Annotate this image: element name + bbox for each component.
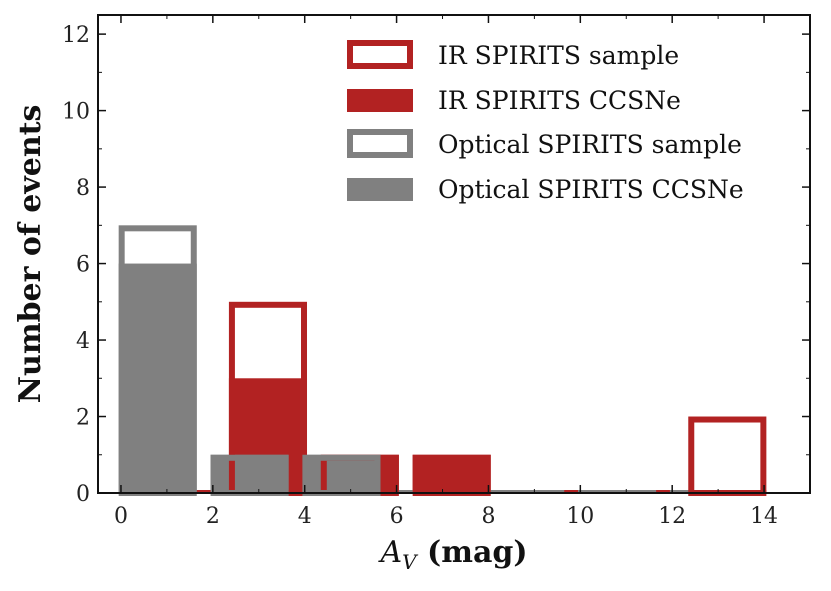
y-tick-label-0: 0	[76, 482, 90, 507]
legend-swatch-optical-sample	[347, 129, 413, 158]
x-tick-label-0: 0	[114, 504, 128, 529]
bar-optical-spirits-ccsne-4	[486, 490, 565, 493]
x-axis-label-unit: (mag)	[417, 535, 528, 570]
x-tick-label-8: 8	[481, 504, 495, 529]
legend-swatch-ir-ccsne	[347, 89, 413, 112]
y-tick-label-10: 10	[62, 100, 90, 125]
x-tick-label-4: 4	[298, 504, 312, 529]
bar-optical-spirits-ccsne-0	[118, 263, 197, 493]
y-tick-label-4: 4	[76, 329, 90, 354]
bar-optical-spirits-ccsne-5	[578, 490, 657, 493]
x-axis-label-subscript: V	[402, 550, 419, 574]
x-tick-label-2: 2	[206, 504, 220, 529]
x-tick-label-6: 6	[390, 504, 404, 529]
legend-swatch-ir-sample	[347, 40, 413, 69]
bar-ir-spirits-ccsne-3	[412, 454, 491, 493]
bar-optical-spirits-ccsne-1	[210, 454, 289, 493]
x-tick-label-12: 12	[658, 504, 686, 529]
x-tick-label-10: 10	[566, 504, 594, 529]
legend-label-ir-ccsne: IR SPIRITS CCSNe	[438, 86, 681, 115]
legend-label-ir-sample: IR SPIRITS sample	[438, 41, 679, 70]
bar-optical-spirits-ccsne-2	[302, 454, 381, 493]
x-axis-label-variable: A	[377, 535, 402, 570]
ticks-layer: 0 2 4 6 8 10 12 14 0 2 4 6 8 10 12	[62, 15, 810, 529]
legend-label-optical-ccsne: Optical SPIRITS CCSNe	[438, 175, 744, 204]
legend-swatch-optical-ccsne	[347, 178, 413, 201]
y-axis-label: Number of events	[13, 105, 48, 404]
y-tick-label-6: 6	[76, 253, 90, 278]
x-axis-label: AV (mag)	[377, 535, 527, 574]
legend: IR SPIRITS sample IR SPIRITS CCSNe Optic…	[347, 40, 744, 204]
x-tick-label-14: 14	[750, 504, 778, 529]
y-tick-label-12: 12	[62, 23, 90, 48]
bar-ir-spirits-sample-6	[688, 416, 767, 496]
y-tick-label-8: 8	[76, 176, 90, 201]
plot-frame	[97, 14, 811, 494]
y-tick-label-2: 2	[76, 406, 90, 431]
bars-layer	[118, 225, 767, 497]
legend-label-optical-sample: Optical SPIRITS sample	[438, 130, 742, 159]
